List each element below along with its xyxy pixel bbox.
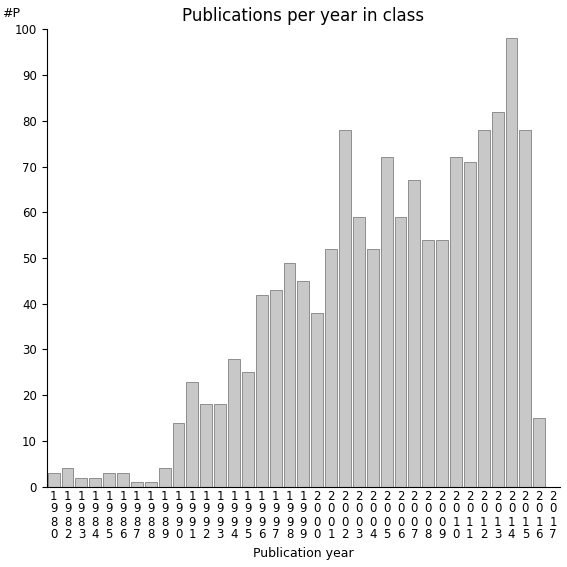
Bar [145,482,156,486]
Bar [380,158,392,486]
Bar [228,359,240,486]
Bar [90,477,101,486]
Bar [172,422,184,486]
Bar [311,313,323,486]
Bar [534,418,545,486]
Bar [200,404,212,486]
Bar [103,473,115,486]
Bar [187,382,198,486]
Bar [298,281,309,486]
Bar [62,468,73,486]
X-axis label: Publication year: Publication year [253,547,354,560]
Bar [353,217,365,486]
Bar [284,263,295,486]
Bar [325,249,337,486]
Bar [242,373,254,486]
Bar [367,249,379,486]
Bar [395,217,407,486]
Bar [159,468,171,486]
Bar [256,295,268,486]
Bar [478,130,490,486]
Bar [422,240,434,486]
Bar [506,39,518,486]
Title: Publications per year in class: Publications per year in class [183,7,425,25]
Bar [339,130,351,486]
Bar [436,240,448,486]
Bar [131,482,143,486]
Bar [408,180,420,486]
Bar [75,477,87,486]
Bar [450,158,462,486]
Bar [48,473,60,486]
Bar [492,112,503,486]
Bar [270,290,282,486]
Bar [214,404,226,486]
Bar [117,473,129,486]
Y-axis label: #P: #P [2,7,20,20]
Bar [519,130,531,486]
Bar [464,162,476,486]
